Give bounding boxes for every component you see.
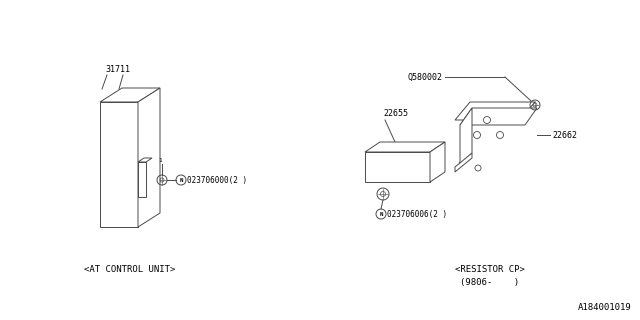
Text: A184001019: A184001019 (579, 303, 632, 312)
Polygon shape (430, 142, 445, 182)
Text: 22662: 22662 (552, 131, 577, 140)
Text: 1: 1 (158, 158, 162, 163)
Polygon shape (460, 108, 472, 165)
Text: (9806-    ): (9806- ) (460, 277, 520, 286)
Polygon shape (100, 88, 160, 102)
Text: N: N (380, 212, 383, 217)
Polygon shape (100, 102, 138, 227)
Text: 22655: 22655 (383, 109, 408, 118)
Text: 023706006(2 ): 023706006(2 ) (387, 210, 447, 219)
Text: 31711: 31711 (105, 65, 130, 74)
Polygon shape (460, 108, 537, 125)
Polygon shape (455, 153, 472, 172)
Text: Q580002: Q580002 (408, 73, 443, 82)
Polygon shape (365, 152, 430, 182)
Polygon shape (455, 102, 535, 120)
Polygon shape (365, 142, 445, 152)
Text: <RESISTOR CP>: <RESISTOR CP> (455, 266, 525, 275)
Text: 023706000(2 ): 023706000(2 ) (187, 175, 247, 185)
Polygon shape (138, 158, 152, 162)
Text: N: N (179, 178, 182, 182)
Polygon shape (138, 88, 160, 227)
Polygon shape (138, 162, 146, 197)
Text: <AT CONTROL UNIT>: <AT CONTROL UNIT> (84, 266, 176, 275)
